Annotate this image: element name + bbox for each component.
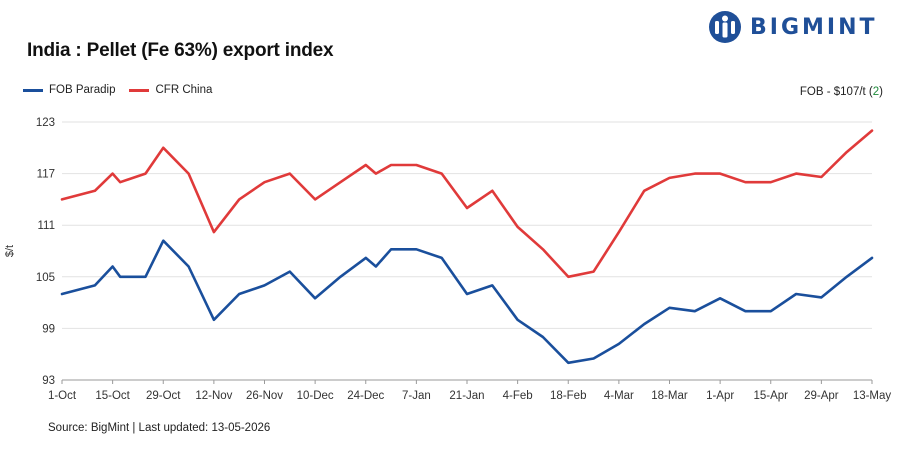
x-tick-label: 1-Apr [706,390,734,402]
y-tick-label: 105 [36,272,55,284]
y-tick-label: 99 [42,323,55,335]
x-tick-label: 26-Nov [246,390,283,402]
legend-label-fob: FOB Paradip [49,84,116,96]
legend-item-cfr: CFR China [129,84,212,96]
legend-item-fob: FOB Paradip [23,84,115,96]
legend-label-cfr: CFR China [155,84,213,96]
chart-legend: FOB Paradip CFR China [23,84,226,96]
y-axis-label: $/t [4,245,16,257]
fob-note-prefix: FOB - $107/t ( [799,86,873,98]
x-tick-label: 18-Feb [550,390,586,402]
x-tick-label: 12-Nov [195,390,232,402]
fob-price-note: FOB - $107/t (2) [800,86,883,98]
y-tick-label: 117 [37,169,55,181]
x-tick-label: 4-Feb [503,390,533,402]
legend-swatch-cfr [129,88,150,92]
x-tick-label: 24-Dec [347,390,384,402]
legend-swatch-fob [23,88,43,92]
y-tick-label: 93 [42,375,55,387]
source-note: Source: BigMint | Last updated: 13-05-20… [48,422,271,434]
brand-logo: BIGMINT [708,10,878,44]
fob-note-change: 2 [872,86,880,98]
y-tick-label: 111 [38,220,55,232]
x-tick-label: 4-Mar [604,390,634,402]
fob-note-suffix: ) [879,86,883,98]
x-tick-label: 1-Oct [48,390,77,402]
x-tick-label: 18-Mar [651,390,688,402]
series-line-fob-paradip [60,239,874,365]
x-tick-label: 29-Apr [804,390,839,402]
chart-title: India : Pellet (Fe 63%) export index [27,40,334,61]
x-tick-label: 10-Dec [297,390,334,402]
series-line-cfr-china [60,129,874,279]
x-tick-label: 15-Oct [95,390,130,402]
x-tick-label: 7-Jan [402,390,431,402]
bigmint-logo-icon [709,11,741,43]
x-tick-label: 29-Oct [146,390,181,402]
brand-name: BIGMINT [750,14,878,40]
y-tick-label: 123 [36,117,55,129]
x-tick-label: 13-May [853,390,892,402]
x-tick-label: 21-Jan [449,390,484,402]
x-tick-label: 15-Apr [753,390,788,402]
